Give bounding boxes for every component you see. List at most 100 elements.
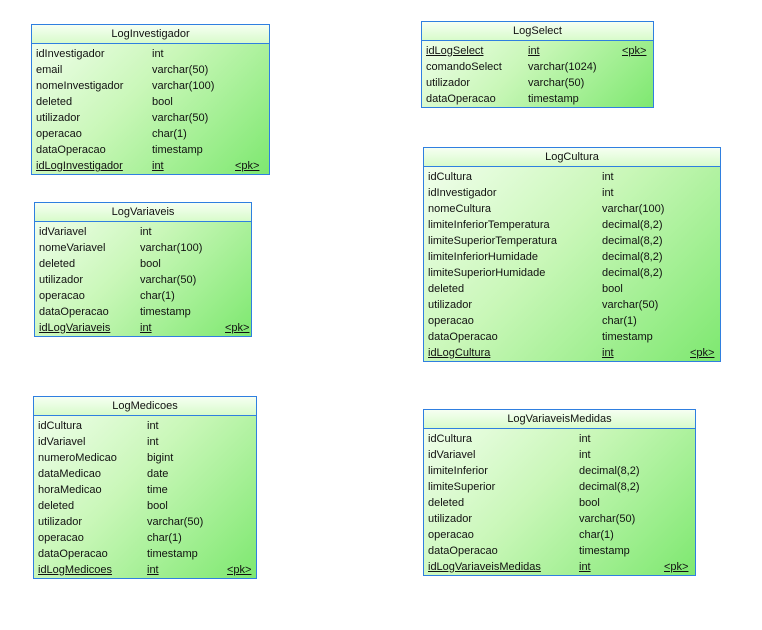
attribute-name: nomeVariavel bbox=[39, 242, 106, 254]
attribute-row: operacao char(1) bbox=[38, 530, 252, 546]
attribute-type: varchar(50) bbox=[528, 77, 585, 89]
attribute-row: dataOperacao timestamp bbox=[38, 546, 252, 562]
attribute-type: bool bbox=[147, 500, 168, 512]
attribute-row: idLogVariaveis int <pk> bbox=[39, 320, 250, 336]
attribute-row: idLogCultura int <pk> bbox=[428, 345, 716, 361]
attribute-type: varchar(1024) bbox=[528, 61, 597, 73]
attribute-type: decimal(8,2) bbox=[602, 267, 663, 279]
attribute-name: operacao bbox=[36, 128, 82, 140]
attribute-name: idInvestigador bbox=[36, 48, 105, 60]
attribute-name: idLogVariaveis bbox=[39, 322, 111, 334]
attribute-row: idCultura int bbox=[428, 169, 716, 185]
attribute-type: char(1) bbox=[579, 529, 614, 541]
attribute-row: deleted bool bbox=[36, 94, 265, 110]
attribute-row: idVariavel int bbox=[39, 224, 247, 240]
attribute-name: idVariavel bbox=[38, 436, 86, 448]
entity-LogCultura[interactable]: LogCultura idCultura int idInvestigador int n… bbox=[423, 147, 721, 362]
attribute-type: char(1) bbox=[147, 532, 182, 544]
attribute-name: idVariavel bbox=[428, 449, 476, 461]
attribute-row: deleted bool bbox=[39, 256, 247, 272]
attribute-row: operacao char(1) bbox=[428, 313, 716, 329]
attribute-name: operacao bbox=[38, 532, 84, 544]
attribute-type: varchar(100) bbox=[152, 80, 215, 92]
attribute-type: char(1) bbox=[140, 290, 175, 302]
attribute-name: limiteInferiorTemperatura bbox=[428, 219, 550, 231]
attribute-row: dataOperacao timestamp bbox=[39, 304, 247, 320]
attribute-type: decimal(8,2) bbox=[579, 465, 640, 477]
attribute-type: timestamp bbox=[147, 548, 198, 560]
attribute-type: varchar(50) bbox=[602, 299, 659, 311]
attribute-name: dataOperacao bbox=[428, 545, 498, 557]
attribute-row: idVariavel int bbox=[428, 447, 691, 463]
primary-key-marker: <pk> bbox=[622, 45, 647, 57]
attribute-row: utilizador varchar(50) bbox=[426, 75, 649, 91]
attribute-name: idInvestigador bbox=[428, 187, 497, 199]
attribute-type: bool bbox=[579, 497, 600, 509]
attribute-row: idLogSelect int <pk> bbox=[426, 43, 649, 59]
attribute-type: varchar(50) bbox=[140, 274, 197, 286]
attribute-type: timestamp bbox=[602, 331, 653, 343]
entity-title: LogVariaveis bbox=[35, 203, 251, 222]
attribute-row: dataOperacao timestamp bbox=[428, 543, 691, 559]
attribute-name: deleted bbox=[36, 96, 73, 108]
attribute-row: dataMedicao date bbox=[38, 466, 252, 482]
attribute-row: deleted bool bbox=[428, 495, 691, 511]
entity-LogSelect[interactable]: LogSelect idLogSelect int <pk> comandoSelect… bbox=[421, 21, 654, 108]
attribute-row: idCultura int bbox=[428, 431, 691, 447]
attribute-type: decimal(8,2) bbox=[602, 235, 663, 247]
attribute-name: idLogCultura bbox=[428, 347, 491, 359]
attribute-name: nomeInvestigador bbox=[36, 80, 124, 92]
attribute-list: idLogSelect int <pk> comandoSelect varchar(1… bbox=[422, 41, 653, 107]
attribute-type: int bbox=[579, 561, 591, 573]
attribute-name: dataOperacao bbox=[36, 144, 106, 156]
attribute-name: deleted bbox=[428, 497, 465, 509]
entity-LogVariaveisMedidas[interactable]: LogVariaveisMedidas idCultura int idVariave… bbox=[423, 409, 696, 576]
attribute-type: int bbox=[140, 322, 152, 334]
attribute-type: int bbox=[147, 564, 159, 576]
attribute-list: idCultura int idVariavel int limiteInferior d… bbox=[424, 429, 695, 575]
attribute-list: idInvestigador int email varchar(50) nomeInv… bbox=[32, 44, 269, 174]
entity-title: LogSelect bbox=[422, 22, 653, 41]
attribute-name: idLogInvestigador bbox=[36, 160, 123, 172]
attribute-row: nomeCultura varchar(100) bbox=[428, 201, 716, 217]
attribute-row: nomeVariavel varchar(100) bbox=[39, 240, 247, 256]
attribute-list: idVariavel int nomeVariavel varchar(100) del… bbox=[35, 222, 251, 336]
attribute-row: utilizador varchar(50) bbox=[36, 110, 265, 126]
attribute-type: time bbox=[147, 484, 168, 496]
primary-key-marker: <pk> bbox=[690, 347, 715, 359]
attribute-name: dataOperacao bbox=[39, 306, 109, 318]
attribute-name: limiteSuperiorTemperatura bbox=[428, 235, 557, 247]
attribute-name: idLogMedicoes bbox=[38, 564, 112, 576]
attribute-name: limiteSuperiorHumidade bbox=[428, 267, 546, 279]
attribute-row: dataOperacao timestamp bbox=[428, 329, 716, 345]
attribute-type: timestamp bbox=[140, 306, 191, 318]
attribute-name: operacao bbox=[39, 290, 85, 302]
attribute-name: operacao bbox=[428, 315, 474, 327]
entity-title: LogMedicoes bbox=[34, 397, 256, 416]
attribute-type: int bbox=[602, 187, 614, 199]
primary-key-marker: <pk> bbox=[225, 322, 250, 334]
entity-title: LogVariaveisMedidas bbox=[424, 410, 695, 429]
attribute-type: char(1) bbox=[152, 128, 187, 140]
attribute-row: idInvestigador int bbox=[36, 46, 265, 62]
primary-key-marker: <pk> bbox=[227, 564, 252, 576]
attribute-type: int bbox=[147, 436, 159, 448]
attribute-row: idVariavel int bbox=[38, 434, 252, 450]
attribute-row: idLogVariaveisMedidas int <pk> bbox=[428, 559, 691, 575]
primary-key-marker: <pk> bbox=[235, 160, 260, 172]
entity-title: LogInvestigador bbox=[32, 25, 269, 44]
attribute-name: dataOperacao bbox=[38, 548, 108, 560]
entity-LogVariaveis[interactable]: LogVariaveis idVariavel int nomeVariavel var… bbox=[34, 202, 252, 337]
attribute-name: limiteInferiorHumidade bbox=[428, 251, 539, 263]
attribute-name: utilizador bbox=[426, 77, 471, 89]
attribute-name: email bbox=[36, 64, 63, 76]
attribute-row: limiteInferior decimal(8,2) bbox=[428, 463, 691, 479]
attribute-name: deleted bbox=[428, 283, 465, 295]
attribute-type: timestamp bbox=[579, 545, 630, 557]
attribute-row: limiteInferiorHumidade decimal(8,2) bbox=[428, 249, 716, 265]
entity-LogMedicoes[interactable]: LogMedicoes idCultura int idVariavel int nume… bbox=[33, 396, 257, 579]
attribute-row: limiteSuperior decimal(8,2) bbox=[428, 479, 691, 495]
entity-LogInvestigador[interactable]: LogInvestigador idInvestigador int email var… bbox=[31, 24, 270, 175]
attribute-row: nomeInvestigador varchar(100) bbox=[36, 78, 265, 94]
attribute-list: idCultura int idInvestigador int nomeCultura… bbox=[424, 167, 720, 361]
